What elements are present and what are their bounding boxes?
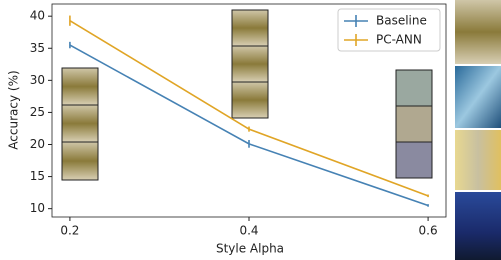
y-tick-label: 25: [30, 105, 45, 119]
y-tick-label: 15: [30, 169, 45, 183]
thumbnail: [62, 68, 98, 105]
y-axis-label: Accuracy (%): [7, 70, 21, 149]
thumbnail: [396, 70, 432, 106]
y-tick-label: 30: [30, 73, 45, 87]
legend-label: Baseline: [376, 14, 427, 28]
style-image: [455, 66, 501, 128]
x-tick-label: 0.6: [419, 224, 438, 238]
y-tick-label: 10: [30, 201, 45, 215]
x-tick-label: 0.4: [239, 224, 258, 238]
thumbnail: [62, 142, 98, 180]
thumbnail: [62, 105, 98, 142]
thumbnail: [232, 46, 268, 82]
x-axis-label: Style Alpha: [216, 242, 284, 256]
thumbnail: [232, 82, 268, 118]
thumbnail: [232, 10, 268, 46]
y-tick-label: 20: [30, 137, 45, 151]
style-image: [455, 0, 501, 64]
thumbnail: [396, 106, 432, 142]
style-image: [455, 130, 501, 190]
legend: Baseline PC-ANN: [338, 9, 440, 51]
y-tick-label: 40: [30, 9, 45, 23]
legend-label: PC-ANN: [376, 33, 422, 47]
chart: Style Alpha Accuracy (%) 10 15 20 25 30 35 40 0…: [0, 0, 501, 260]
x-tick-label: 0.2: [60, 224, 79, 238]
y-tick-label: 35: [30, 41, 45, 55]
thumbnail: [396, 142, 432, 178]
style-image: [455, 192, 501, 260]
